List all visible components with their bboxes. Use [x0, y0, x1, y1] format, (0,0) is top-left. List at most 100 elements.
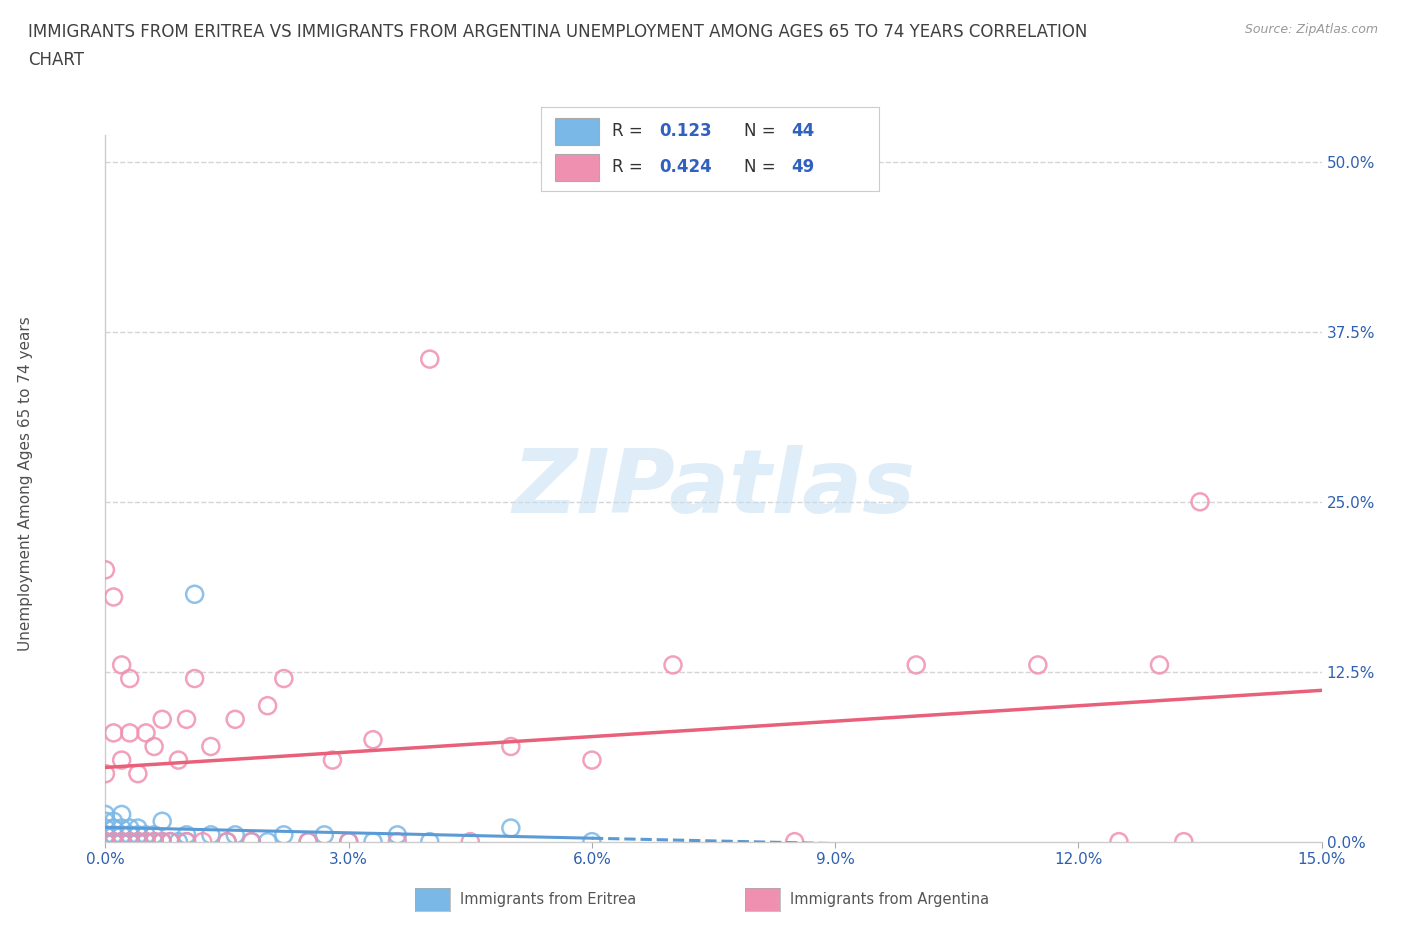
Text: 0.123: 0.123 [659, 122, 711, 140]
Point [118, 820, 141, 835]
Point [103, 834, 125, 849]
Point [159, 834, 181, 849]
Point [103, 834, 125, 849]
Point [103, 725, 125, 740]
Point [499, 739, 522, 754]
Point [94, 820, 117, 835]
Point [94, 834, 117, 849]
Point [1108, 834, 1130, 849]
Point [143, 834, 166, 849]
Point [176, 834, 198, 849]
Point [387, 828, 409, 843]
Text: 44: 44 [792, 122, 814, 140]
Point [94, 828, 117, 843]
Text: Immigrants from Eritrea: Immigrants from Eritrea [460, 892, 636, 908]
Point [176, 834, 198, 849]
Point [150, 834, 173, 849]
Point [662, 658, 685, 672]
Point [176, 828, 198, 843]
Point [217, 834, 239, 849]
Text: Unemployment Among Ages 65 to 74 years: Unemployment Among Ages 65 to 74 years [18, 316, 32, 651]
Point [361, 834, 384, 849]
Point [1189, 495, 1212, 510]
Point [297, 834, 319, 849]
Point [256, 698, 278, 713]
Point [118, 828, 141, 843]
Point [111, 828, 134, 843]
Point [118, 834, 141, 849]
Point [183, 587, 205, 602]
Point [458, 834, 481, 849]
Point [337, 834, 360, 849]
Point [127, 828, 149, 843]
Point [200, 828, 222, 843]
Point [94, 807, 117, 822]
Point [224, 711, 246, 726]
Text: N =: N = [744, 122, 775, 140]
Point [240, 834, 263, 849]
Point [1173, 834, 1195, 849]
Point [143, 828, 166, 843]
Point [183, 671, 205, 686]
Point [127, 820, 149, 835]
Point [224, 828, 246, 843]
Point [321, 752, 343, 767]
Point [111, 820, 134, 835]
Point [118, 834, 141, 849]
Point [581, 834, 603, 849]
Point [103, 814, 125, 829]
Text: CHART: CHART [28, 51, 84, 69]
Point [387, 834, 409, 849]
FancyBboxPatch shape [555, 118, 599, 145]
Point [273, 671, 295, 686]
Point [905, 658, 928, 672]
Text: Source: ZipAtlas.com: Source: ZipAtlas.com [1244, 23, 1378, 36]
Point [217, 834, 239, 849]
Point [314, 828, 336, 843]
Point [1026, 658, 1049, 672]
Point [581, 752, 603, 767]
Point [127, 834, 149, 849]
Point [103, 828, 125, 843]
Point [118, 725, 141, 740]
Point [150, 711, 173, 726]
Point [94, 834, 117, 849]
Point [135, 725, 157, 740]
Point [419, 352, 441, 366]
Point [111, 834, 134, 849]
Point [297, 834, 319, 849]
Point [167, 752, 190, 767]
Point [111, 834, 134, 849]
Point [150, 834, 173, 849]
Point [94, 563, 117, 578]
Point [176, 711, 198, 726]
Point [103, 590, 125, 604]
Text: Immigrants from Argentina: Immigrants from Argentina [790, 892, 990, 908]
Text: 0.424: 0.424 [659, 158, 713, 176]
Point [135, 834, 157, 849]
Point [273, 828, 295, 843]
Point [103, 820, 125, 835]
Text: R =: R = [612, 122, 643, 140]
Point [111, 658, 134, 672]
FancyBboxPatch shape [555, 153, 599, 180]
Point [135, 828, 157, 843]
Point [143, 834, 166, 849]
Point [159, 834, 181, 849]
Point [111, 752, 134, 767]
Text: R =: R = [612, 158, 643, 176]
Point [118, 671, 141, 686]
Point [783, 834, 806, 849]
Point [127, 834, 149, 849]
Point [150, 814, 173, 829]
Point [94, 766, 117, 781]
Point [256, 834, 278, 849]
Text: ZIPatlas: ZIPatlas [512, 445, 915, 532]
Text: IMMIGRANTS FROM ERITREA VS IMMIGRANTS FROM ARGENTINA UNEMPLOYMENT AMONG AGES 65 : IMMIGRANTS FROM ERITREA VS IMMIGRANTS FR… [28, 23, 1087, 41]
Point [191, 834, 214, 849]
Point [167, 834, 190, 849]
Text: N =: N = [744, 158, 775, 176]
Point [111, 807, 134, 822]
Point [337, 834, 360, 849]
Point [499, 820, 522, 835]
